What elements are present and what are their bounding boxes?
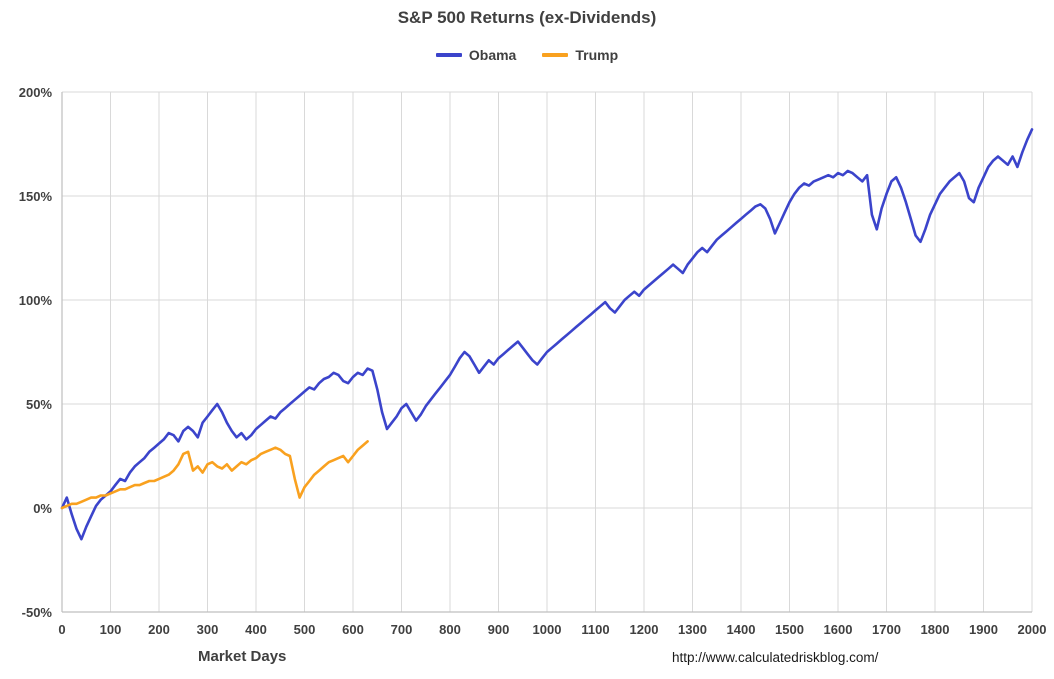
x-tick-label: 1800 — [921, 622, 950, 637]
x-tick-label: 800 — [439, 622, 461, 637]
x-tick-label: 1400 — [727, 622, 756, 637]
legend: Obama Trump — [0, 47, 1054, 63]
series-line-obama — [60, 128, 1034, 541]
legend-swatch-trump — [542, 53, 569, 57]
x-tick-label: 100 — [100, 622, 122, 637]
x-tick-label: 1900 — [969, 622, 998, 637]
y-tick-label: 0% — [33, 501, 52, 516]
x-tick-label: 700 — [391, 622, 413, 637]
chart-title: S&P 500 Returns (ex-Dividends) — [397, 8, 657, 27]
x-tick-label: 2000 — [1018, 622, 1047, 637]
legend-swatch-obama — [435, 53, 462, 57]
x-axis-title: Market Days — [198, 648, 287, 665]
legend-item-trump: Trump — [542, 47, 618, 63]
legend-label-trump: Trump — [575, 47, 619, 63]
x-tick-label: 1500 — [775, 622, 804, 637]
y-tick-label: 150% — [19, 189, 53, 204]
x-tick-label: 1700 — [872, 622, 901, 637]
x-tick-label: 1300 — [678, 622, 707, 637]
legend-item-obama: Obama — [435, 47, 517, 63]
source-url: http://www.calculatedriskblog.com/ — [672, 650, 879, 665]
legend-label-obama: Obama — [468, 47, 517, 63]
x-tick-label: 400 — [245, 622, 267, 637]
y-tick-label: 50% — [26, 397, 52, 412]
x-tick-label: 600 — [342, 622, 364, 637]
y-tick-label: 200% — [19, 85, 53, 100]
x-tick-label: 1200 — [630, 622, 659, 637]
chart-plot: -50% 0% 50% 100% 150% 200% 0 100 200 300 400 500 600… — [19, 85, 1047, 637]
x-tick-label: 500 — [294, 622, 316, 637]
y-tick-label: -50% — [22, 605, 53, 620]
x-tick-label: 200 — [148, 622, 170, 637]
x-tick-label: 900 — [488, 622, 510, 637]
series-line-trump — [60, 440, 369, 510]
x-tick-label: 1600 — [824, 622, 853, 637]
x-tick-label: 1000 — [533, 622, 562, 637]
x-tick-label: 1100 — [581, 622, 609, 637]
y-tick-label: 100% — [19, 293, 53, 308]
x-tick-label: 300 — [197, 622, 219, 637]
x-tick-label: 0 — [58, 622, 65, 637]
